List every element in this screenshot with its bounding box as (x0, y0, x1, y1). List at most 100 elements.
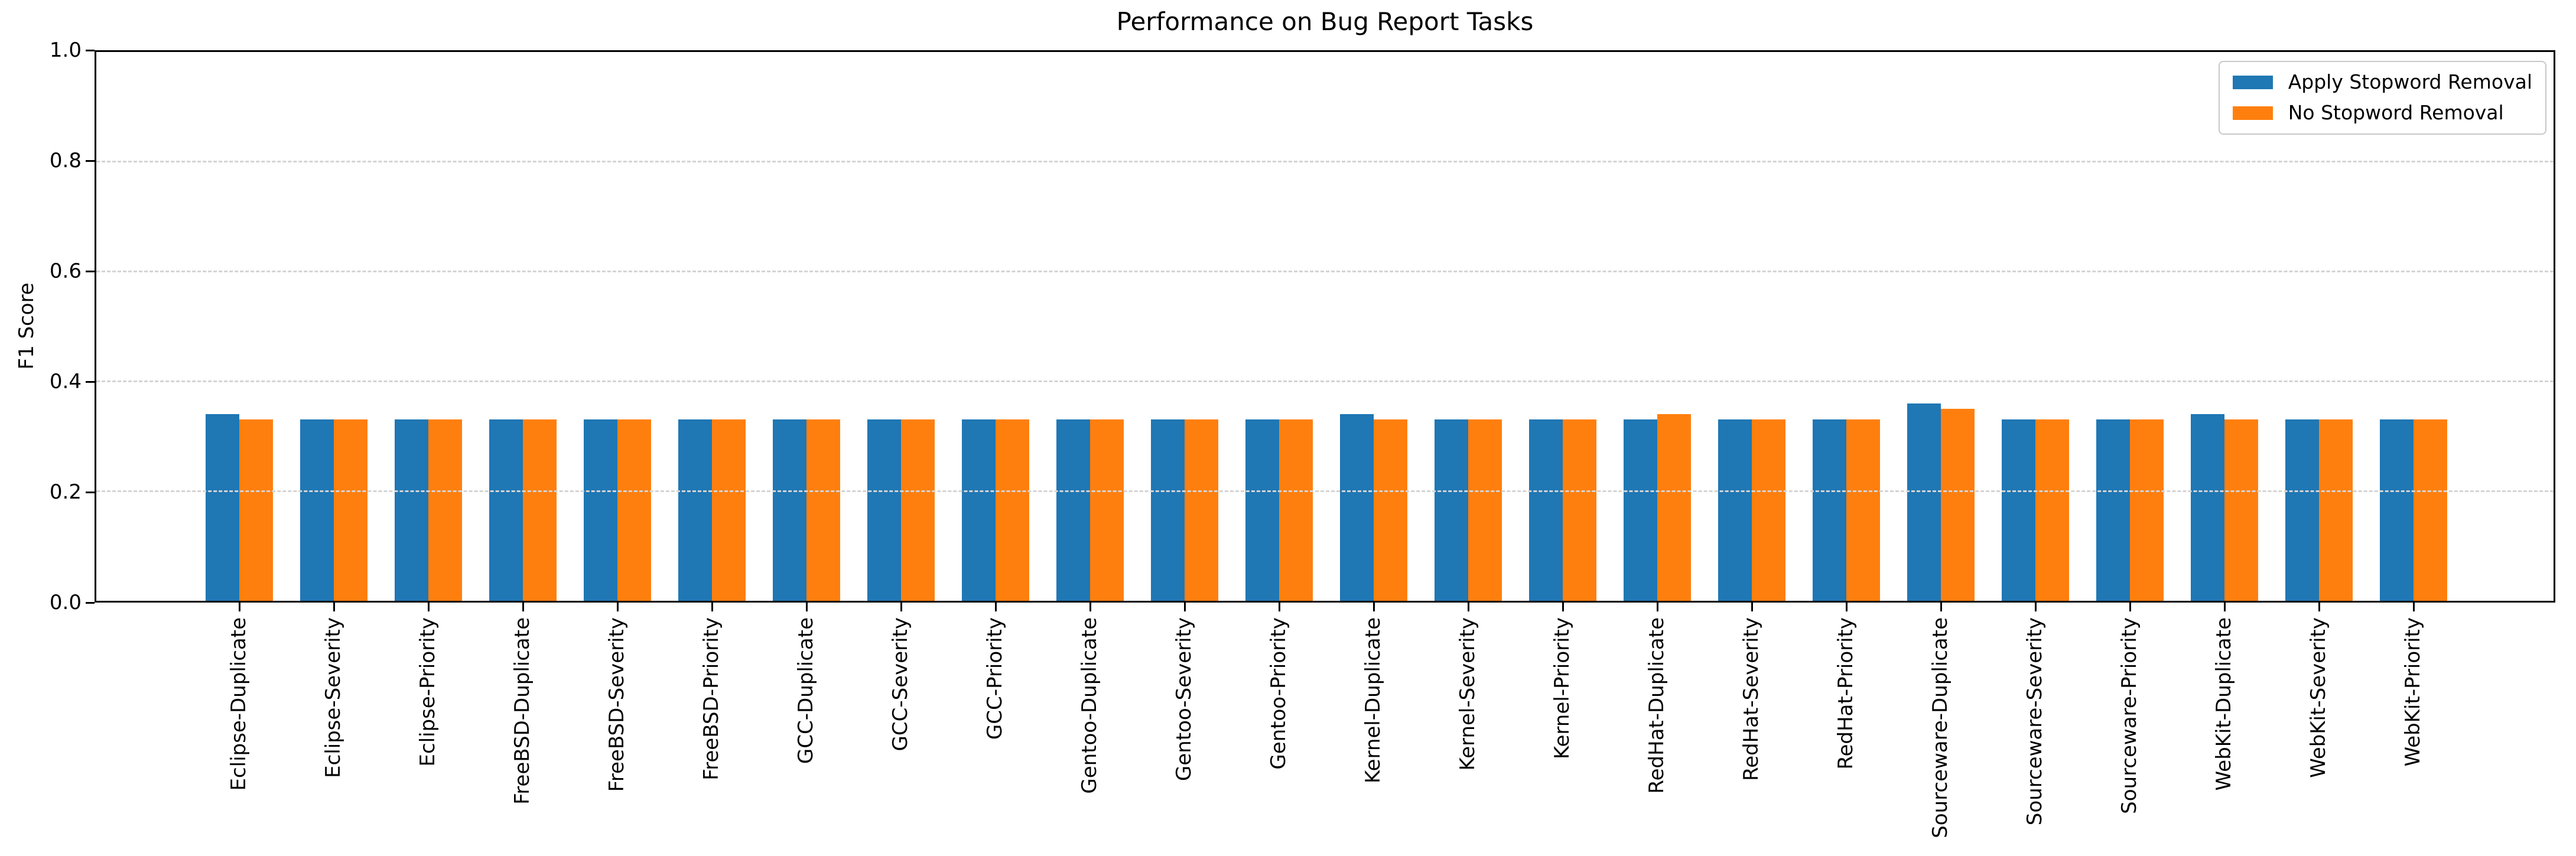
bar (395, 419, 428, 601)
bar (1846, 419, 1880, 601)
y-tick-label: 0.2 (49, 480, 82, 504)
x-tick-mark (1845, 603, 1848, 611)
bar (2285, 419, 2319, 601)
x-tick-label: Kernel-Severity (1456, 617, 1479, 771)
x-tick-label: Eclipse-Duplicate (227, 617, 251, 791)
legend-label: Apply Stopword Removal (2288, 70, 2532, 93)
chart-title: Performance on Bug Report Tasks (1116, 7, 1534, 36)
x-tick-label: FreeBSD-Priority (700, 617, 723, 780)
gridline (96, 490, 2554, 492)
bar (2096, 419, 2130, 601)
bar (206, 414, 239, 601)
x-tick-label: Eclipse-Severity (321, 617, 345, 778)
y-tick-mark (86, 270, 95, 272)
bar (1907, 403, 1941, 601)
bar (2319, 419, 2353, 601)
legend-item-apply-stopword-removal: Apply Stopword Removal (2232, 70, 2532, 93)
x-tick-label: Sourceware-Priority (2118, 617, 2141, 814)
x-tick-label: FreeBSD-Duplicate (510, 617, 534, 805)
x-tick-mark (333, 603, 335, 611)
x-tick-mark (1562, 603, 1564, 611)
bar (712, 419, 746, 601)
bar (2191, 414, 2224, 601)
y-tick-label: 0.4 (49, 370, 82, 393)
legend-label: No Stopword Removal (2288, 101, 2504, 125)
bar (1624, 419, 1657, 601)
bar (1185, 419, 1218, 601)
x-tick-label: WebKit-Duplicate (2212, 617, 2236, 791)
x-tick-label: Kernel-Priority (1550, 617, 1574, 760)
legend-swatch-orange-icon (2232, 106, 2273, 120)
bar (1468, 419, 1502, 601)
bar (2130, 419, 2164, 601)
bar (1374, 419, 1407, 601)
x-tick-label: Gentoo-Priority (1267, 617, 1290, 770)
x-tick-mark (805, 603, 808, 611)
legend-swatch-blue-icon (2232, 75, 2273, 89)
y-tick-mark (86, 160, 95, 162)
bar (1941, 408, 1975, 601)
x-tick-label: GCC-Severity (889, 617, 912, 751)
x-tick-mark (1940, 603, 1942, 611)
x-tick-mark (616, 603, 619, 611)
bar (2035, 419, 2069, 601)
bar (1435, 419, 1468, 601)
x-tick-label: Gentoo-Duplicate (1078, 617, 1101, 794)
bar (2002, 419, 2035, 601)
bar (1245, 419, 1279, 601)
x-tick-mark (2129, 603, 2131, 611)
y-tick-label: 1.0 (49, 38, 82, 62)
gridline (96, 271, 2554, 273)
x-tick-mark (2318, 603, 2320, 611)
y-tick-label: 0.0 (49, 591, 82, 614)
y-tick-mark (86, 49, 95, 51)
x-tick-label: Sourceware-Duplicate (1928, 617, 1952, 838)
bar (2380, 419, 2414, 601)
x-tick-label: Sourceware-Severity (2023, 617, 2047, 826)
x-tick-label: RedHat-Duplicate (1645, 617, 1668, 794)
bar (489, 419, 523, 601)
bar (678, 419, 712, 601)
bar (2414, 419, 2447, 601)
bar (806, 419, 840, 601)
bar (1090, 419, 1124, 601)
x-tick-label: Gentoo-Severity (1172, 617, 1196, 782)
bar (300, 419, 334, 601)
gridline (96, 380, 2554, 382)
y-tick-label: 0.6 (49, 259, 82, 283)
x-tick-label: Eclipse-Priority (416, 617, 440, 767)
bar (239, 419, 273, 601)
y-tick-mark (86, 380, 95, 383)
bar (523, 419, 557, 601)
bar (584, 419, 617, 601)
bar (867, 419, 901, 601)
x-tick-label: WebKit-Priority (2401, 617, 2425, 767)
x-tick-label: WebKit-Severity (2307, 617, 2330, 778)
bar (428, 419, 462, 601)
bar (2224, 419, 2258, 601)
bar (1657, 414, 1691, 601)
x-tick-mark (1751, 603, 1753, 611)
bar (1563, 419, 1596, 601)
x-tick-mark (1089, 603, 1091, 611)
x-tick-mark (900, 603, 902, 611)
bar (1752, 419, 1785, 601)
bar (1151, 419, 1185, 601)
bar (1056, 419, 1090, 601)
legend: Apply Stopword Removal No Stopword Remov… (2218, 61, 2546, 135)
x-tick-mark (711, 603, 713, 611)
x-tick-label: RedHat-Priority (1834, 617, 1858, 770)
x-tick-mark (522, 603, 524, 611)
bar (1340, 414, 1374, 601)
gridline (96, 161, 2554, 163)
x-tick-label: RedHat-Severity (1739, 617, 1763, 782)
bar (617, 419, 651, 601)
bar (962, 419, 996, 601)
bar (1813, 419, 1846, 601)
bar (334, 419, 367, 601)
x-tick-mark (1183, 603, 1186, 611)
x-tick-label: Kernel-Duplicate (1361, 617, 1385, 784)
x-tick-mark (994, 603, 997, 611)
x-tick-mark (238, 603, 240, 611)
